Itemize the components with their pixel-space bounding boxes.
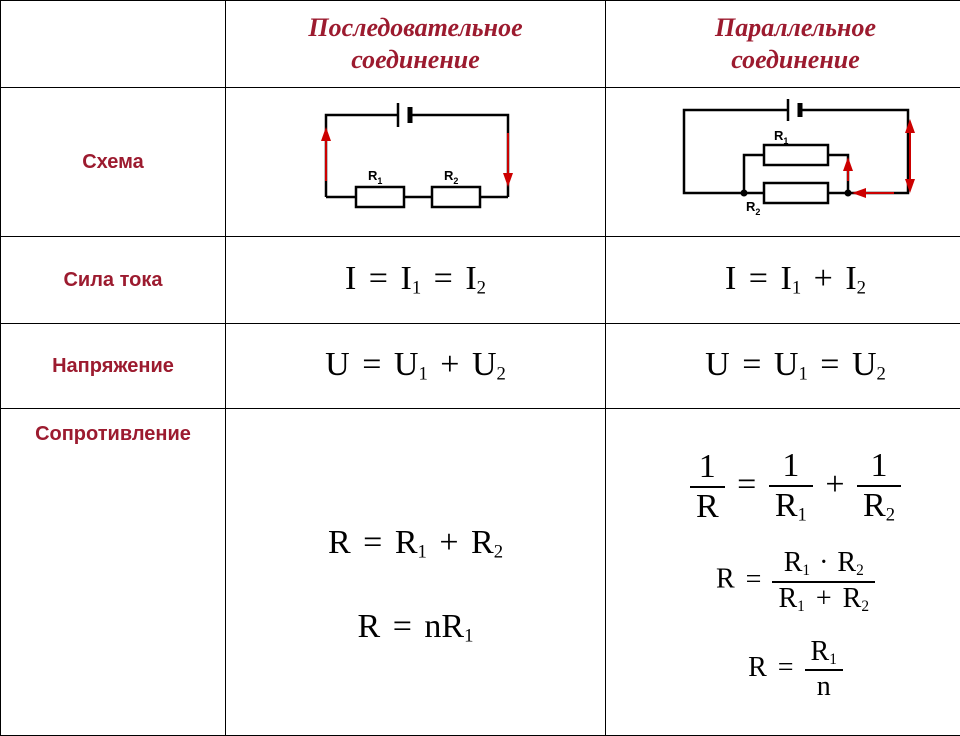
resistance-label: Сопротивление xyxy=(1,409,226,736)
current-series: I = I1 = I2 xyxy=(226,237,606,324)
row-voltage: Напряжение U = U1 + U2 U = U1 = U2 xyxy=(1,324,960,409)
voltage-parallel: U = U1 = U2 xyxy=(606,324,960,409)
header-parallel-w2: соединение xyxy=(612,44,960,77)
svg-text:R2: R2 xyxy=(746,199,760,217)
voltage-label: Напряжение xyxy=(1,324,226,409)
svg-text:R1: R1 xyxy=(774,128,788,146)
current-parallel: I = I1 + I2 xyxy=(606,237,960,324)
header-parallel-w1: Параллельное xyxy=(715,13,876,42)
header-series: Последовательное соединение xyxy=(226,1,606,88)
schema-label: Схема xyxy=(1,88,226,237)
svg-text:R1: R1 xyxy=(368,168,382,186)
header-parallel: Параллельное соединение xyxy=(606,1,960,88)
svg-text:R2: R2 xyxy=(444,168,458,186)
comparison-table: Последовательное соединение Параллельное… xyxy=(0,0,960,736)
schema-parallel: R1 R2 xyxy=(606,88,960,237)
row-schema: Схема R1 R xyxy=(1,88,960,237)
current-label: Сила тока xyxy=(1,237,226,324)
header-empty xyxy=(1,1,226,88)
row-current: Сила тока I = I1 = I2 I = I1 + I2 xyxy=(1,237,960,324)
resistance-series: R = R1 + R2 R = nR1 xyxy=(226,409,606,736)
resistance-parallel: 1R = 1R1 + 1R2 R = R1 · R2 xyxy=(606,409,960,736)
schema-series: R1 R2 xyxy=(226,88,606,237)
voltage-series: U = U1 + U2 xyxy=(226,324,606,409)
header-series-w2: соединение xyxy=(232,44,599,77)
header-series-w1: Последовательное xyxy=(308,13,522,42)
row-resistance: Сопротивление R = R1 + R2 R = nR1 xyxy=(1,409,960,736)
series-circuit: R1 R2 xyxy=(286,97,546,227)
parallel-circuit: R1 R2 xyxy=(646,97,946,227)
header-row: Последовательное соединение Параллельное… xyxy=(1,1,960,88)
